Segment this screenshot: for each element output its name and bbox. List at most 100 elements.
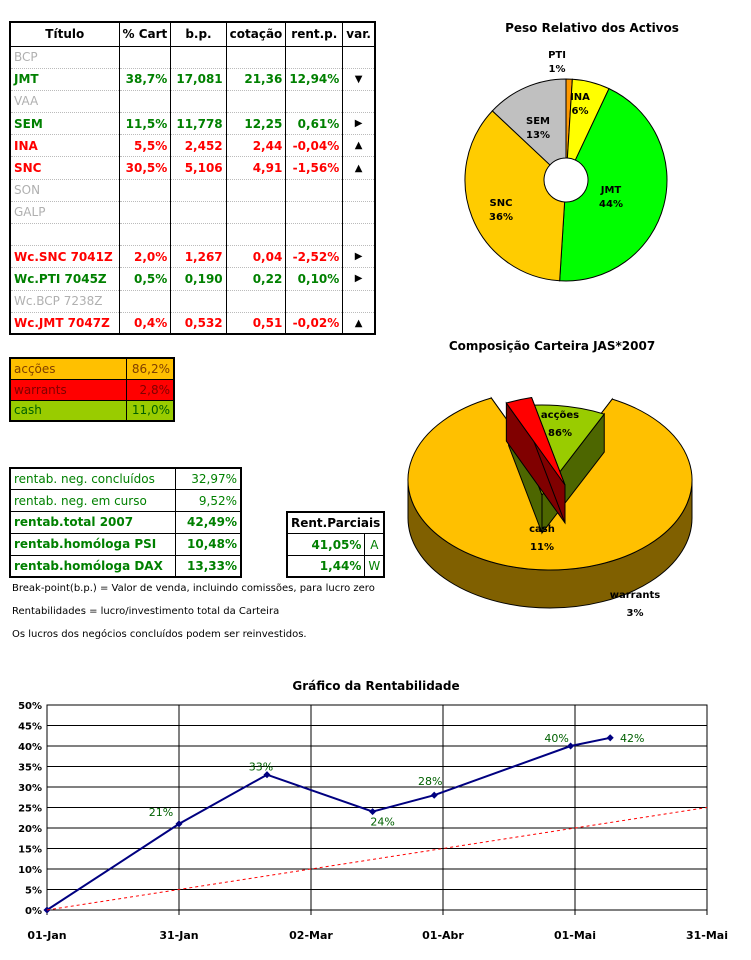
holding-rent-cell: -0,02%	[285, 312, 344, 335]
allocation-row: acções 86,2%	[10, 358, 174, 380]
holding-bp-cell: 11,778	[170, 112, 227, 136]
holding-bp-cell	[170, 223, 227, 247]
holding-cot-cell: 4,91	[226, 156, 287, 180]
partial-return-value: 1,44%	[287, 555, 365, 578]
note-reinvest: Os lucros dos negócios concluídos podem …	[12, 629, 307, 640]
holding-var-cell	[342, 201, 376, 225]
allocation-label: warrants	[10, 379, 126, 401]
holding-cot-cell: 0,51	[226, 312, 287, 335]
holding-row: Wc.JMT 7047Z 0,4% 0,532 0,51 -0,02% ▲	[10, 312, 376, 335]
holding-bp-cell: 5,106	[170, 156, 227, 180]
holding-pct-cell	[119, 90, 172, 114]
holding-cot-cell	[226, 223, 287, 247]
holding-pct-cell	[119, 46, 172, 69]
y-tick-label: 50%	[18, 701, 42, 712]
allocation-label: cash	[10, 400, 126, 422]
holding-bp-cell	[170, 290, 227, 313]
holding-bp-cell	[170, 179, 227, 202]
x-tick-label: 01-Abr	[422, 929, 464, 942]
holding-name-cell: Wc.JMT 7047Z	[10, 312, 120, 335]
holding-var-cell: ▼	[342, 68, 376, 91]
holding-cot-cell: 21,36	[226, 68, 287, 91]
holding-name-cell: INA	[10, 134, 120, 158]
holding-cot-cell: 2,44	[226, 134, 287, 158]
note-breakpoint: Break-point(b.p.) = Valor de venda, incl…	[12, 583, 375, 594]
holding-pct-cell: 0,4%	[119, 312, 172, 335]
return-value: 10,48%	[174, 533, 241, 556]
allocation-row: cash 11,0%	[10, 400, 174, 422]
partial-return-value: 41,05%	[287, 533, 365, 557]
doughnut-label: SNC	[490, 198, 513, 209]
y-tick-label: 20%	[18, 824, 42, 835]
data-point	[606, 734, 614, 742]
holding-bp-cell: 0,532	[170, 312, 227, 335]
holding-pct-cell	[119, 223, 172, 247]
composition-pie-chart: Composição Carteira JAS*2007 acções 86% war…	[407, 339, 693, 619]
holding-bp-cell: 2,452	[170, 134, 227, 158]
doughnut-slice-sem	[491, 78, 567, 166]
return-label: rentab.total 2007	[10, 511, 175, 534]
holding-row: SEM 11,5% 11,778 12,25 0,61% ▶	[10, 112, 376, 136]
holding-name-cell: SON	[10, 179, 120, 202]
doughnut-value: 6%	[572, 106, 589, 117]
composition-value: 86%	[548, 428, 572, 439]
holding-bp-cell	[170, 201, 227, 225]
return-row: rentab.total 2007 42,49%	[10, 511, 241, 534]
doughnut-label: JMT	[600, 185, 622, 196]
doughnut-value: 44%	[599, 199, 623, 210]
holdings-col-header: Título	[10, 22, 120, 47]
holding-pct-cell	[119, 290, 172, 313]
holding-name-cell: VAA	[10, 90, 120, 114]
composition-value: 11%	[530, 542, 554, 553]
holding-pct-cell: 0,5%	[119, 267, 172, 291]
holding-row: VAA	[10, 90, 376, 114]
composition-label: acções	[541, 410, 579, 421]
x-tick-label: 01-Jan	[27, 929, 66, 942]
holding-row: Wc.PTI 7045Z 0,5% 0,190 0,22 0,10% ▶	[10, 267, 376, 291]
return-row: rentab.homóloga DAX 13,33%	[10, 555, 241, 578]
y-tick-label: 15%	[18, 845, 42, 856]
holding-pct-cell	[119, 201, 172, 225]
holding-name-cell: Wc.BCP 7238Z	[10, 290, 120, 313]
holding-row: JMT 38,7% 17,081 21,36 12,94% ▼	[10, 68, 376, 91]
holding-cot-cell: 0,22	[226, 267, 287, 291]
holding-name-cell: SNC	[10, 156, 120, 180]
holding-row: BCP	[10, 46, 376, 69]
doughnut-label: INA	[570, 92, 590, 103]
y-tick-label: 35%	[18, 763, 42, 774]
y-tick-label: 25%	[18, 804, 42, 815]
holding-cot-cell: 0,04	[226, 245, 287, 269]
doughnut-slice-jmt	[559, 87, 668, 282]
holding-name-cell	[10, 223, 120, 247]
allocation-value: 86,2%	[125, 358, 174, 380]
data-point	[430, 791, 438, 799]
holding-rent-cell: -0,04%	[285, 134, 344, 158]
doughnut-value: 13%	[526, 130, 550, 141]
data-point	[263, 771, 271, 779]
holding-var-cell: ▲	[342, 312, 376, 335]
return-row: rentab. neg. concluídos 32,97%	[10, 468, 241, 491]
holdings-col-header: rent.p.	[285, 22, 344, 47]
holding-row: SNC 30,5% 5,106 4,91 -1,56% ▲	[10, 156, 376, 180]
note-rentabilidades: Rentabilidades = lucro/investimento tota…	[12, 606, 280, 617]
holding-var-cell: ▶	[342, 245, 376, 269]
partial-returns-table: Rent.Parciais 41,05% A 1,44% W	[286, 511, 386, 579]
allocation-table: acções 86,2% warrants 2,8% cash 11,0%	[9, 357, 175, 422]
holding-rent-cell: -2,52%	[285, 245, 344, 269]
return-value: 13,33%	[174, 555, 241, 578]
holding-pct-cell: 11,5%	[119, 112, 172, 136]
holding-rent-cell	[285, 290, 344, 313]
holding-var-cell	[342, 223, 376, 247]
doughnut-value: 1%	[549, 64, 566, 75]
return-value: 9,52%	[174, 489, 241, 513]
doughnut-label: PTI	[548, 50, 566, 61]
return-value: 42,49%	[174, 511, 241, 534]
holding-bp-cell	[170, 90, 227, 114]
partial-returns-header: Rent.Parciais	[287, 512, 385, 535]
holding-pct-cell: 5,5%	[119, 134, 172, 158]
y-tick-label: 5%	[25, 886, 42, 897]
allocation-value: 2,8%	[125, 379, 174, 401]
data-label: 24%	[370, 816, 394, 829]
doughnut-title: Peso Relativo dos Activos	[505, 21, 679, 35]
holding-row: GALP	[10, 201, 376, 225]
